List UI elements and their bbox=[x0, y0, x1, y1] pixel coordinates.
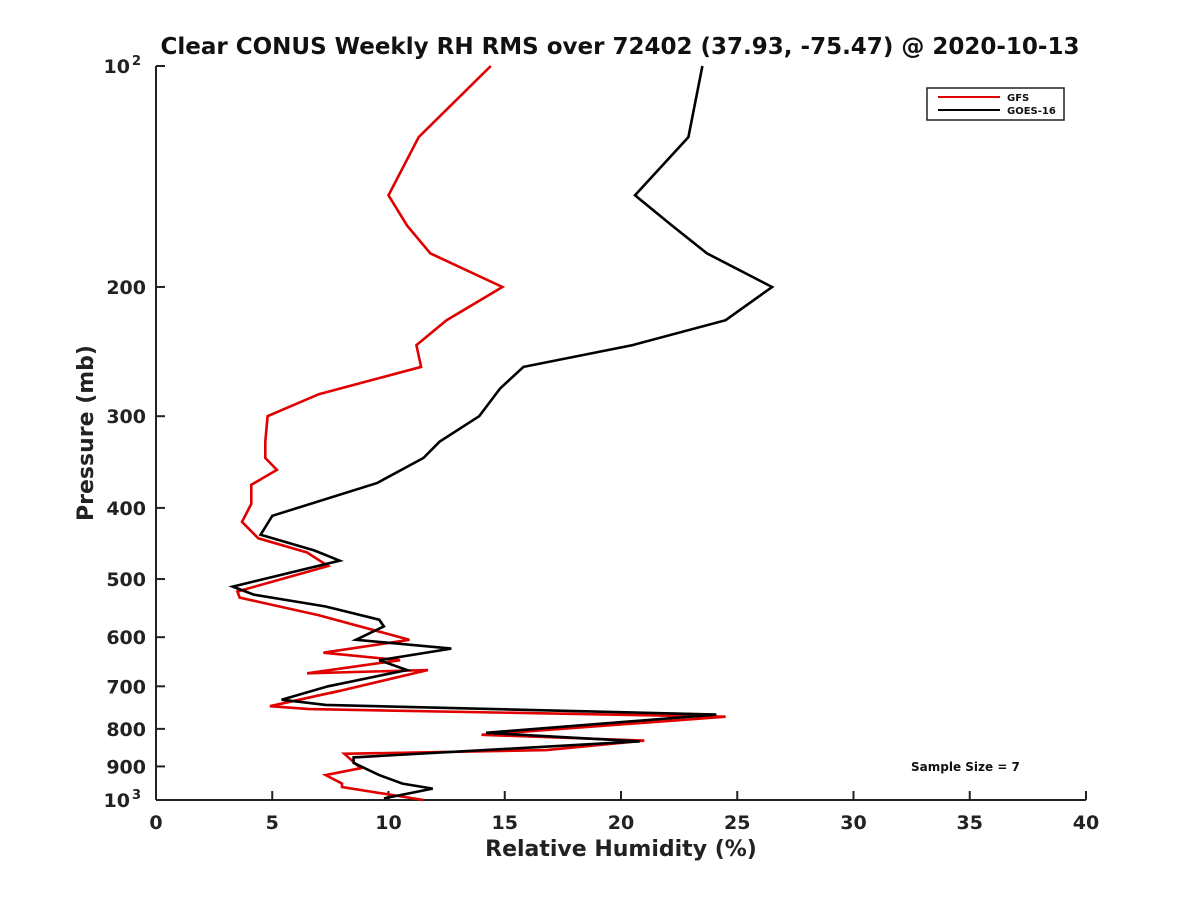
y-tick-label-base: 10 bbox=[104, 790, 130, 812]
y-tick-label-base: 10 bbox=[104, 56, 130, 78]
y-tick-label-base: 600 bbox=[106, 627, 146, 649]
y-tick-label: 400 bbox=[106, 498, 146, 520]
y-tick-label-exponent: 3 bbox=[132, 788, 141, 803]
legend-box bbox=[926, 87, 1065, 121]
y-tick-label: 700 bbox=[106, 676, 146, 698]
x-axis-label: Relative Humidity (%) bbox=[485, 837, 757, 862]
series-line-goes16 bbox=[228, 65, 775, 800]
y-tick-label: 10 bbox=[104, 790, 130, 812]
x-tick-label: 35 bbox=[957, 812, 983, 834]
y-tick-label: 800 bbox=[106, 719, 146, 741]
x-tick-label: 5 bbox=[266, 812, 279, 834]
x-tick-label: 15 bbox=[492, 812, 518, 834]
series-layer bbox=[228, 65, 775, 802]
y-tick-label: 900 bbox=[106, 756, 146, 778]
x-tick-label: 10 bbox=[375, 812, 401, 834]
legend-label-goes16: GOES-16 bbox=[1007, 106, 1056, 117]
y-tick-label-base: 700 bbox=[106, 676, 146, 698]
y-tick-label: 600 bbox=[106, 627, 146, 649]
x-ticks: 0 5 10 15 20 25 30 35 40 bbox=[149, 791, 1099, 834]
y-tick-label-base: 900 bbox=[106, 756, 146, 778]
y-tick-label-base: 500 bbox=[106, 569, 146, 591]
y-tick-label-base: 800 bbox=[106, 719, 146, 741]
legend-label-gfs: GFS bbox=[1007, 93, 1029, 104]
y-tick-label: 300 bbox=[106, 406, 146, 428]
y-tick-label-base: 300 bbox=[106, 406, 146, 428]
x-tick-label: 20 bbox=[608, 812, 634, 834]
y-tick-label-base: 200 bbox=[106, 277, 146, 299]
y-tick-label: 500 bbox=[106, 569, 146, 591]
x-tick-label: 0 bbox=[149, 812, 162, 834]
x-tick-label: 25 bbox=[724, 812, 750, 834]
chart-title: Clear CONUS Weekly RH RMS over 72402 (37… bbox=[161, 34, 1080, 60]
y-tick-label-exponent: 2 bbox=[132, 54, 141, 69]
y-axis-label: Pressure (mb) bbox=[74, 345, 99, 521]
x-tick-label: 30 bbox=[840, 812, 866, 834]
legend: GFS GOES-16 bbox=[926, 87, 1065, 121]
y-tick-label: 200 bbox=[106, 277, 146, 299]
y-tick-label-base: 400 bbox=[106, 498, 146, 520]
sample-size-annotation: Sample Size = 7 bbox=[911, 760, 1020, 774]
x-tick-label: 40 bbox=[1073, 812, 1099, 834]
y-tick-label: 10 bbox=[104, 56, 130, 78]
